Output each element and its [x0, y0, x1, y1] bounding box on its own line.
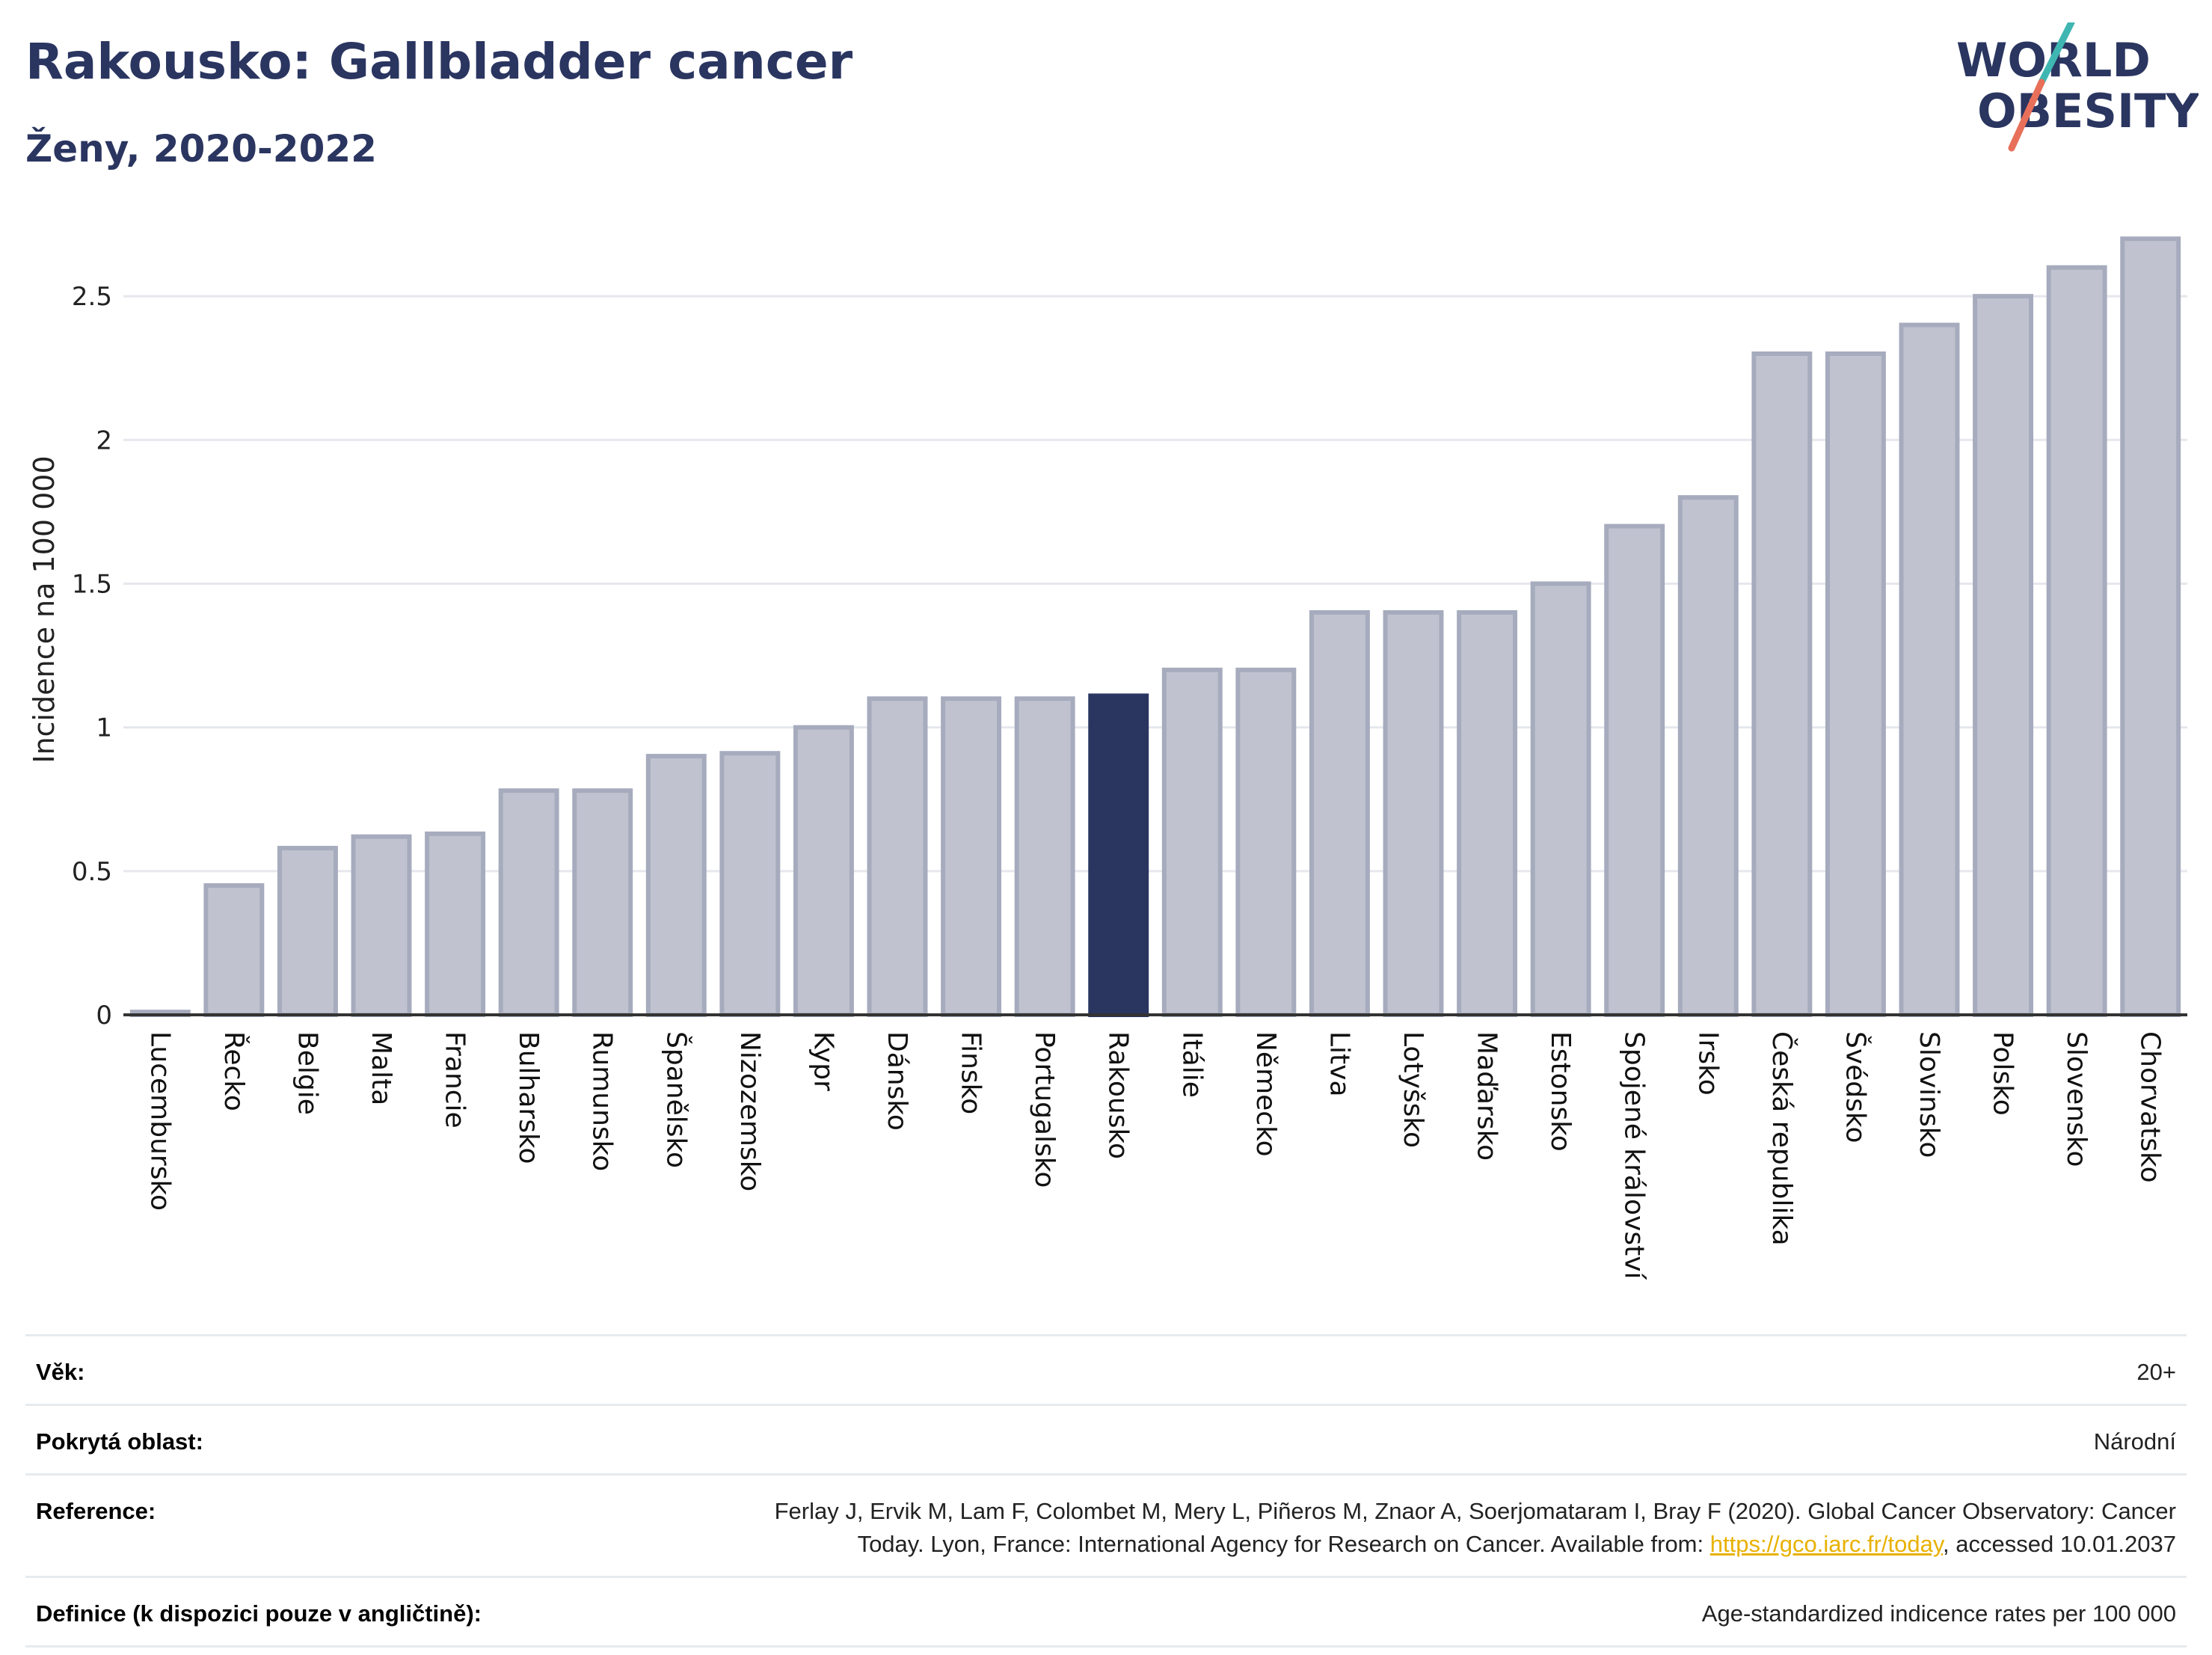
info-row-age: Věk: 20+ [25, 1334, 2187, 1404]
bar-belgie [277, 846, 338, 1017]
x-tick-label: Bulharsko [513, 1031, 544, 1164]
bar-polsko [1973, 294, 2034, 1018]
x-tick-label: Itálie [1176, 1031, 1207, 1098]
info-value-coverage: Národní [2093, 1428, 2176, 1455]
x-tick-label: Kypr [808, 1031, 838, 1091]
bar-chorvatsko [2120, 236, 2181, 1018]
y-tick-label: 2 [96, 426, 112, 455]
info-label-age: Věk: [36, 1359, 85, 1385]
bar-bulharsko [498, 788, 559, 1018]
y-tick-label: 1 [96, 713, 112, 743]
x-tick-label: Francie [440, 1031, 470, 1129]
x-tick-label: Portugalsko [1029, 1031, 1060, 1188]
info-label-reference: Reference: [36, 1498, 156, 1524]
x-tick-label: Litva [1324, 1031, 1354, 1097]
x-tick-label: Česká republika [1766, 1031, 1798, 1246]
x-tick-label: Nizozemsko [734, 1031, 765, 1191]
info-row-reference: Reference: Ferlay J, Ervik M, Lam F, Col… [25, 1473, 2187, 1576]
world-obesity-logo: WORLD OBESITY [1956, 22, 2199, 152]
bar-itálie [1161, 667, 1223, 1017]
reference-link[interactable]: https://gco.iarc.fr/today [1709, 1531, 1944, 1557]
bar-litva [1309, 610, 1370, 1017]
info-value-reference: Ferlay J, Ervik M, Lam F, Colombet M, Me… [775, 1495, 2176, 1561]
bar-irsko [1677, 495, 1739, 1017]
x-tick-label: Lotyšsko [1398, 1031, 1428, 1148]
x-tick-label: Chorvatsko [2135, 1031, 2166, 1183]
info-row-coverage: Pokrytá oblast: Národní [25, 1404, 2187, 1473]
bar-dánsko [867, 696, 928, 1017]
bar-kypr [793, 725, 854, 1017]
x-tick-label: Estonsko [1545, 1031, 1576, 1152]
info-value-definition: Age-standardized indicence rates per 100… [1701, 1600, 2176, 1627]
bar-chart: 0 0.5 1 1.5 2 2.5 Lucembursko Řecko Belgie Malta… [28, 236, 2187, 1280]
x-tick-label: Slovensko [2061, 1031, 2092, 1167]
reference-text-pre: Today. Lyon, France: International Agenc… [857, 1531, 1710, 1557]
y-tick-label: 0 [96, 1001, 112, 1031]
info-value-age: 20+ [2136, 1359, 2176, 1385]
bars [129, 236, 2181, 1018]
logo-line-2: OBESITY [1977, 84, 2199, 138]
chart-title: Rakousko: Gallbladder cancer [25, 33, 853, 90]
x-tick-label: Slovinsko [1914, 1031, 1944, 1158]
x-tick-label: Belgie [292, 1031, 322, 1115]
y-tick-labels: 0 0.5 1 1.5 2 2.5 [72, 282, 112, 1031]
chart-subtitle: Ženy, 2020-2022 [25, 127, 377, 171]
bar-rakousko [1088, 693, 1149, 1018]
reference-line-1: Ferlay J, Ervik M, Lam F, Colombet M, Me… [774, 1498, 2176, 1524]
x-tick-label: Polsko [1988, 1031, 2018, 1116]
bar-řecko [203, 883, 265, 1018]
reference-line-2: Today. Lyon, France: International Agenc… [775, 1528, 2176, 1561]
logo-slash-bottom [2008, 79, 2045, 152]
x-tick-label: Španělsko [660, 1031, 692, 1168]
bar-německo [1235, 667, 1297, 1017]
x-tick-label: Maďarsko [1472, 1031, 1502, 1161]
bar-česká-republika [1751, 351, 1813, 1017]
y-axis-label: Incidence na 100 000 [28, 455, 61, 763]
bar-francie [425, 831, 486, 1018]
reference-text-post: , accessed 10.01.2037 [1943, 1531, 2176, 1557]
bar-maďarsko [1457, 610, 1518, 1017]
bar-španělsko [645, 754, 707, 1018]
bar-slovinsko [1899, 322, 1960, 1017]
x-tick-label: Lucembursko [144, 1031, 175, 1211]
x-tick-label: Rumunsko [587, 1031, 618, 1171]
x-tick-label: Švédsko [1840, 1031, 1871, 1143]
bar-švédsko [1825, 351, 1886, 1017]
bar-slovensko [2046, 265, 2107, 1017]
info-label-definition: Definice (k dispozici pouze v angličtině… [36, 1600, 482, 1627]
x-tick-label: Irsko [1692, 1031, 1723, 1096]
bar-nizozemsko [719, 751, 781, 1017]
x-tick-label: Německo [1250, 1031, 1281, 1157]
x-tick-label: Řecko [218, 1031, 250, 1111]
y-tick-label: 1.5 [72, 569, 112, 599]
logo-slash-top [2038, 22, 2075, 86]
y-tick-label: 0.5 [72, 857, 112, 887]
info-table: Věk: 20+ Pokrytá oblast: Národní Referen… [25, 1334, 2187, 1648]
x-tick-label: Rakousko [1103, 1031, 1134, 1159]
x-tick-label: Finsko [956, 1031, 986, 1114]
bar-spojené-království [1604, 523, 1665, 1017]
x-tick-label: Dánsko [882, 1031, 912, 1131]
bar-rumunsko [572, 788, 633, 1018]
y-tick-label: 2.5 [72, 282, 112, 312]
info-label-coverage: Pokrytá oblast: [36, 1428, 203, 1455]
bar-finsko [941, 696, 1002, 1017]
bar-estonsko [1530, 581, 1591, 1017]
x-tick-labels: Lucembursko Řecko Belgie Malta Francie Bulhar… [144, 1031, 2165, 1280]
bar-lotyšsko [1383, 610, 1444, 1017]
bar-portugalsko [1014, 696, 1075, 1017]
x-tick-label: Spojené království [1619, 1031, 1650, 1280]
bar-malta [351, 834, 412, 1018]
x-tick-label: Malta [366, 1031, 396, 1105]
info-row-definition: Definice (k dispozici pouze v angličtině… [25, 1576, 2187, 1648]
